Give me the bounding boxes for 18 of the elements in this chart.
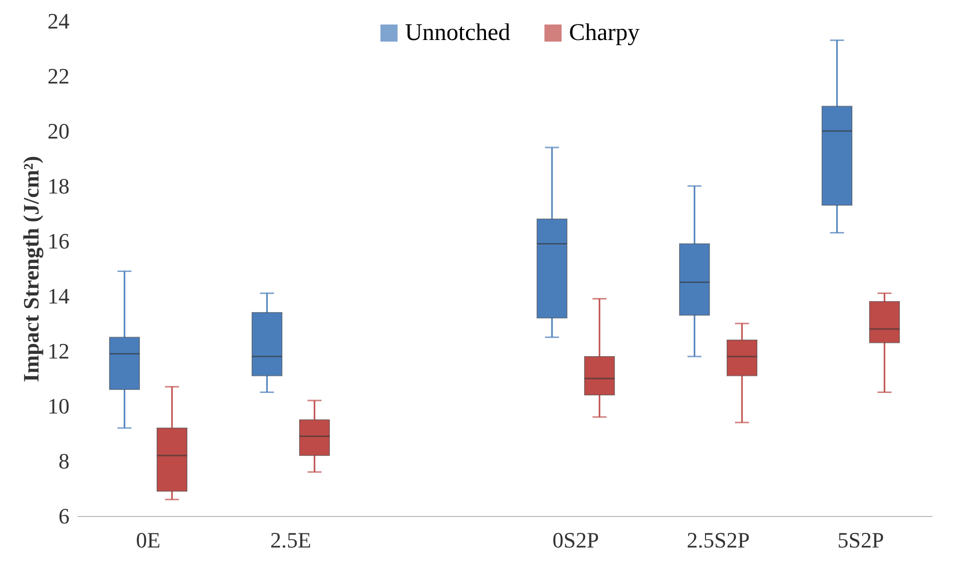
y-tick-label: 12 xyxy=(48,338,70,364)
y-tick-label: 24 xyxy=(48,8,70,34)
x-tick-label: 2.5S2P xyxy=(686,528,750,552)
y-tick-label: 18 xyxy=(48,174,70,198)
y-tick-label: 22 xyxy=(48,64,70,88)
y-tick-label: 16 xyxy=(48,228,70,254)
x-tick-label: 0S2P xyxy=(552,528,599,552)
x-tick-label: 0E xyxy=(136,528,160,552)
y-tick-label: 6 xyxy=(58,504,70,528)
x-tick-label: 2.5E xyxy=(270,528,312,552)
y-tick-label: 10 xyxy=(48,394,70,418)
legend-label: Charpy xyxy=(569,20,640,46)
legend-label: Unnotched xyxy=(405,20,510,46)
y-tick-label: 14 xyxy=(48,284,70,308)
y-tick-label: 20 xyxy=(48,118,70,144)
x-tick-label: 5S2P xyxy=(838,528,884,552)
y-tick-label: 8 xyxy=(58,448,70,474)
y-axis-title: Impact Strength (J/cm²) xyxy=(18,156,44,382)
